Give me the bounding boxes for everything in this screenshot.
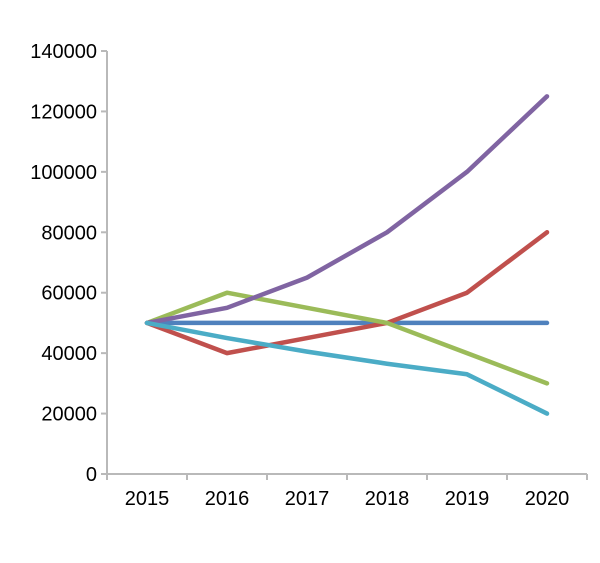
y-axis-tick-label: 120000: [30, 101, 97, 123]
y-axis-tick-label: 20000: [41, 404, 97, 426]
y-axis-tick-label: 140000: [30, 41, 97, 63]
x-axis-tick-label: 2020: [525, 488, 570, 510]
x-axis-tick-label: 2019: [445, 488, 490, 510]
y-axis-tick-label: 0: [86, 464, 97, 486]
y-axis-tick-label: 80000: [41, 222, 97, 244]
y-axis-tick-label: 60000: [41, 283, 97, 305]
x-axis-tick-label: 2015: [125, 488, 170, 510]
series-green-line: [144, 290, 550, 386]
x-axis-tick-label: 2017: [285, 488, 330, 510]
series-purple-line: [144, 94, 550, 326]
x-axis-tick-label: 2016: [205, 488, 250, 510]
series-red-line: [144, 230, 550, 356]
x-axis-tick-label: 2018: [365, 488, 410, 510]
y-axis-tick-label: 40000: [41, 343, 97, 365]
series-cyan-line: [144, 320, 550, 416]
y-axis-tick-label: 100000: [30, 162, 97, 184]
